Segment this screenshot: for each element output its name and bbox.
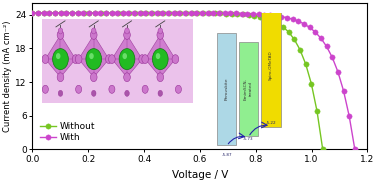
Without: [206, 12, 211, 14]
Without: [133, 12, 137, 14]
With: [341, 90, 346, 92]
Circle shape: [175, 85, 181, 93]
Polygon shape: [45, 35, 76, 77]
Without: [167, 12, 171, 14]
Circle shape: [57, 73, 64, 82]
X-axis label: Voltage / V: Voltage / V: [172, 169, 228, 180]
Circle shape: [124, 31, 130, 39]
Circle shape: [157, 73, 164, 82]
Without: [218, 12, 223, 14]
Circle shape: [142, 85, 148, 93]
Circle shape: [72, 55, 79, 64]
Circle shape: [57, 31, 64, 39]
Circle shape: [58, 90, 63, 96]
Bar: [261, 4, 282, 127]
Without: [53, 12, 57, 14]
Circle shape: [91, 28, 96, 34]
Without: [30, 12, 34, 14]
Circle shape: [109, 85, 115, 93]
Circle shape: [89, 53, 94, 59]
Circle shape: [125, 90, 129, 96]
Text: -5.73: -5.73: [243, 137, 254, 141]
With: [30, 12, 34, 14]
With: [104, 12, 108, 14]
Polygon shape: [145, 35, 175, 77]
Circle shape: [90, 31, 97, 39]
Circle shape: [139, 55, 146, 64]
Circle shape: [86, 49, 102, 70]
Circle shape: [105, 55, 112, 64]
Circle shape: [53, 49, 68, 70]
Text: Spiro-OMeTAD: Spiro-OMeTAD: [269, 51, 273, 80]
Circle shape: [122, 53, 127, 59]
Line: With: With: [29, 10, 358, 152]
Without: [321, 148, 325, 150]
Circle shape: [156, 53, 160, 59]
Circle shape: [108, 55, 115, 64]
Circle shape: [152, 49, 168, 70]
With: [245, 13, 249, 15]
Circle shape: [75, 55, 82, 64]
Polygon shape: [79, 35, 109, 77]
Circle shape: [42, 55, 49, 64]
With: [109, 12, 114, 14]
Circle shape: [56, 53, 60, 59]
Text: Perovskite: Perovskite: [225, 78, 229, 100]
Text: -5.22: -5.22: [266, 121, 276, 125]
Circle shape: [157, 31, 164, 39]
Circle shape: [90, 73, 97, 82]
Text: EmimSCN-
treated: EmimSCN- treated: [244, 78, 253, 100]
Bar: [217, 33, 236, 145]
Circle shape: [158, 90, 163, 96]
Without: [298, 48, 302, 51]
Circle shape: [76, 85, 82, 93]
With: [302, 23, 306, 25]
Circle shape: [58, 28, 63, 34]
With: [353, 148, 357, 150]
Bar: [42, 19, 193, 103]
Circle shape: [91, 90, 96, 96]
Text: -5.87: -5.87: [222, 153, 232, 157]
Y-axis label: Current density (mA cm⁻²): Current density (mA cm⁻²): [3, 21, 12, 132]
Polygon shape: [112, 35, 142, 77]
Bar: [239, 42, 258, 136]
Circle shape: [119, 49, 135, 70]
Circle shape: [124, 73, 130, 82]
Circle shape: [158, 28, 163, 34]
With: [268, 14, 272, 16]
Circle shape: [142, 55, 149, 64]
Legend: Without, With: Without, With: [40, 122, 96, 142]
Line: Without: Without: [29, 10, 325, 152]
Circle shape: [125, 28, 129, 34]
Circle shape: [172, 55, 179, 64]
Circle shape: [42, 85, 48, 93]
